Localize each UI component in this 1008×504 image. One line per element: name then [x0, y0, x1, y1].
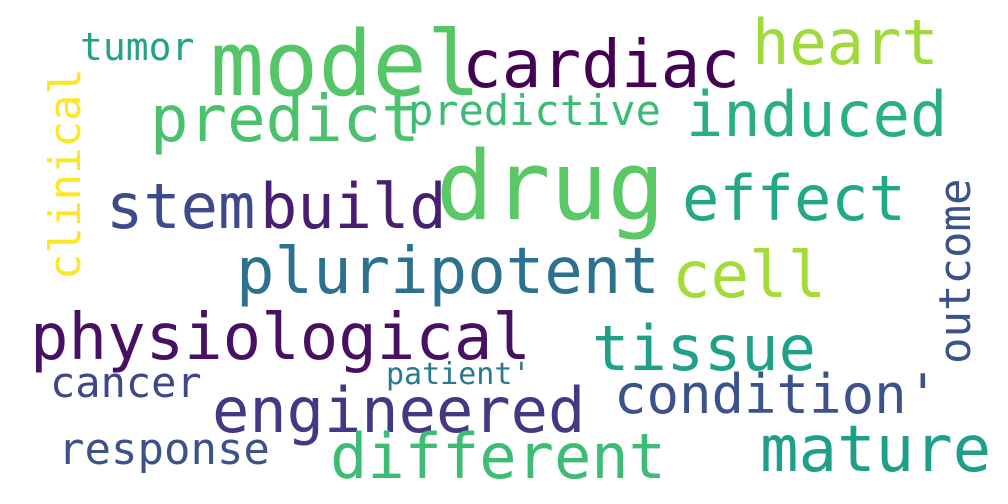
word-effect: effect	[682, 162, 906, 235]
word-heart: heart	[752, 6, 939, 79]
word-predict: predict	[150, 83, 420, 157]
word-physiological: physiological	[30, 301, 531, 375]
word-condition: condition'	[614, 363, 940, 426]
word-build: build	[260, 170, 447, 243]
word-clinical: clinical	[40, 68, 91, 280]
word-tissue: tissue	[592, 312, 816, 385]
word-cancer: cancer	[50, 358, 202, 407]
word-patient: patient'	[386, 357, 531, 392]
word-outcome: outcome	[930, 178, 981, 364]
word-different: different	[330, 420, 666, 493]
word-predictive: predictive	[408, 86, 661, 135]
word-response: response	[58, 424, 270, 475]
word-mature: mature	[760, 413, 992, 487]
word-drug: drug	[436, 132, 665, 242]
word-engineered: engineered	[212, 374, 586, 447]
word-pluripotent: pluripotent	[236, 235, 660, 309]
word-tumor: tumor	[80, 25, 195, 69]
word-cardiac: cardiac	[462, 26, 741, 103]
word-cell: cell	[672, 239, 827, 313]
word-stem: stem	[106, 170, 256, 243]
word-model: model	[210, 12, 481, 117]
word-induced: induced	[686, 78, 948, 151]
